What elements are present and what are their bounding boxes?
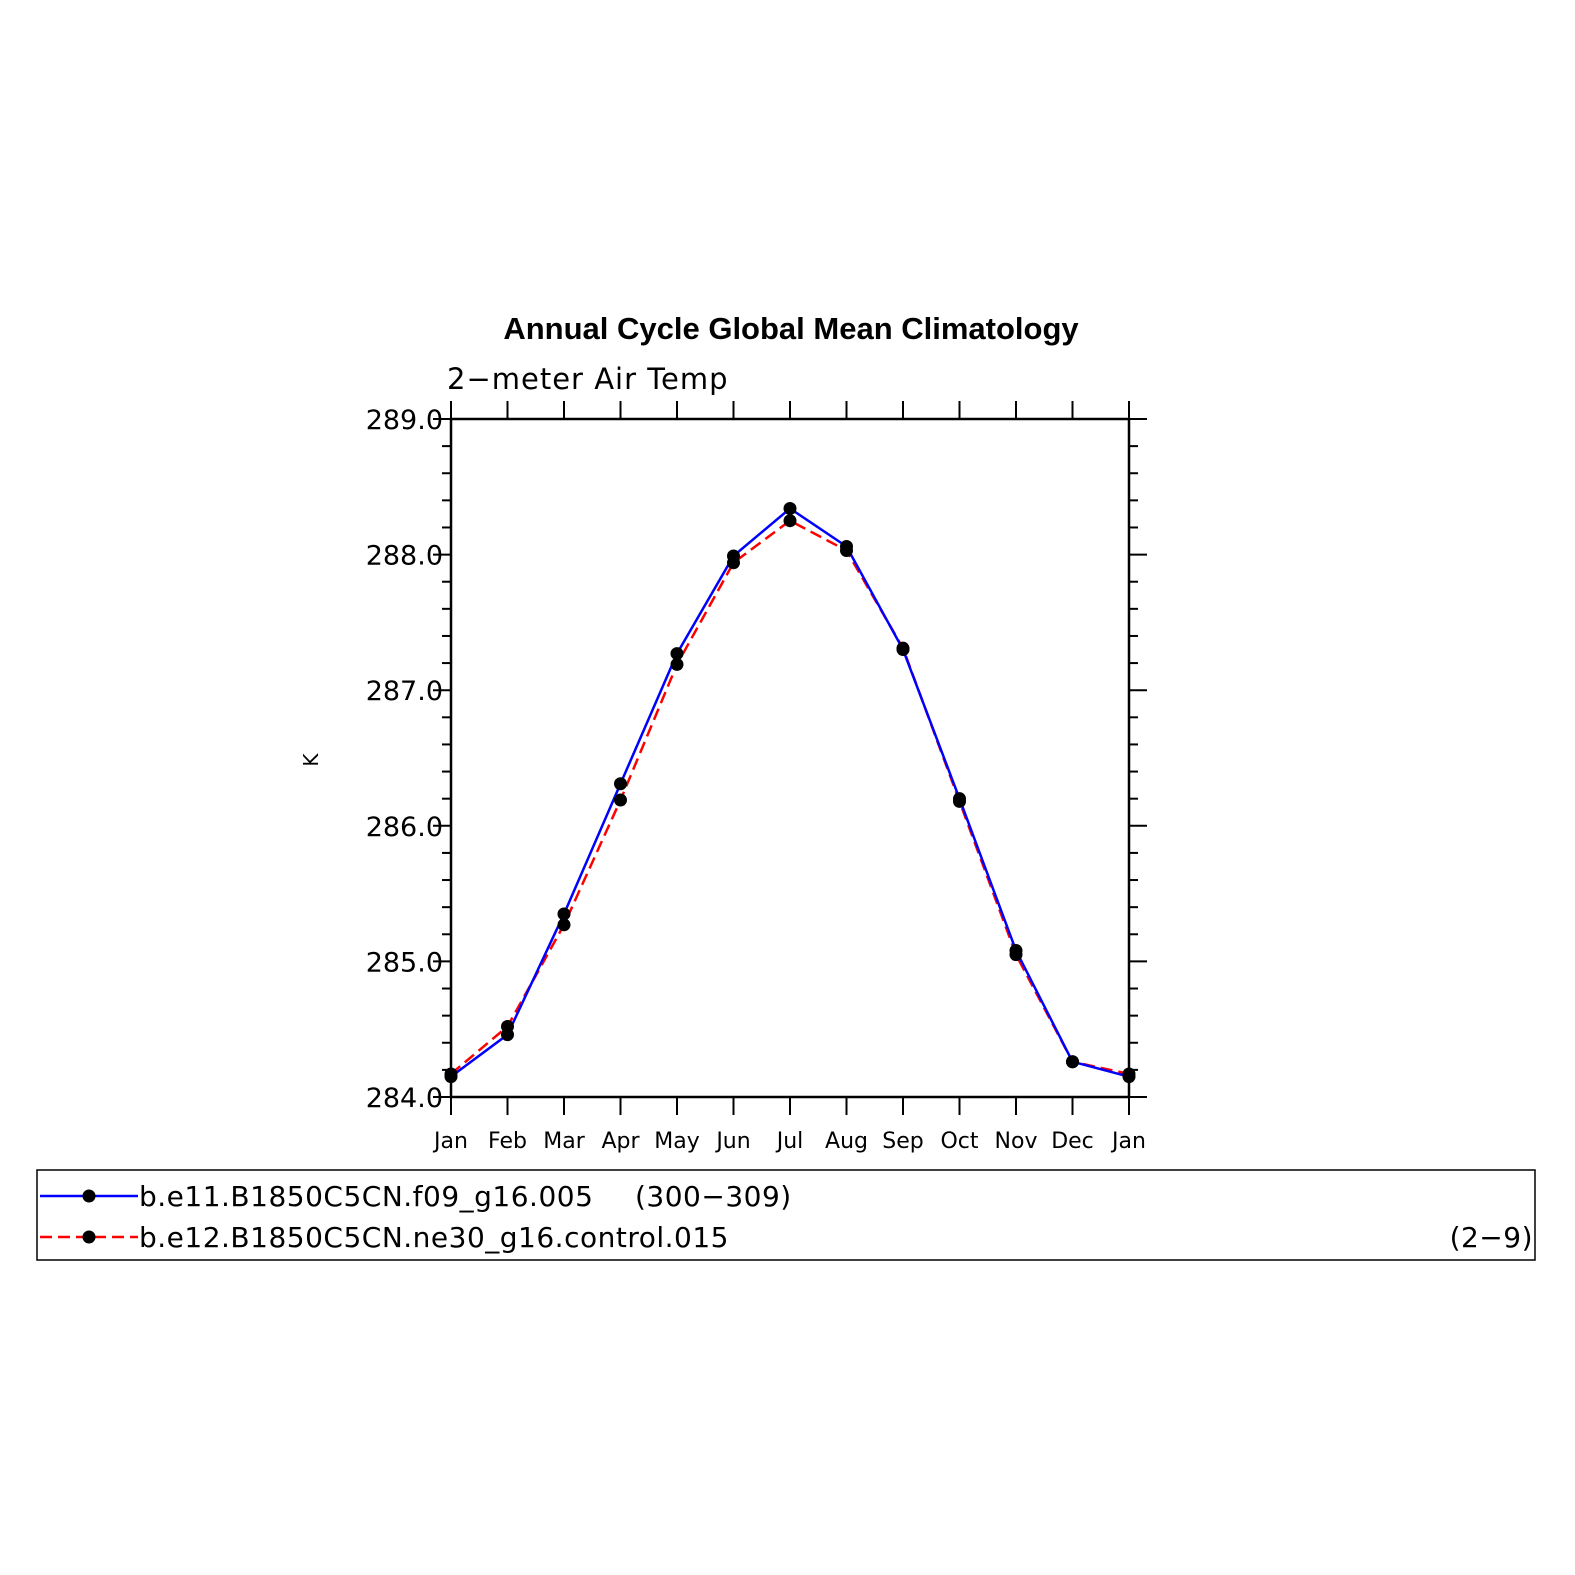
x-tick-label: Jun: [714, 1129, 750, 1154]
x-tick-label: Nov: [995, 1129, 1038, 1154]
legend-label-0: b.e11.B1850C5CN.f09_g16.005: [139, 1180, 593, 1213]
series-1-point: [670, 657, 684, 671]
series-0-point: [557, 907, 571, 921]
legend-box: [36, 1169, 1536, 1261]
chart-title: Annual Cycle Global Mean Climatology: [503, 311, 1079, 346]
series-layer: [444, 501, 1136, 1084]
y-tick-label: 285.0: [366, 947, 443, 978]
legend-label-1: b.e12.B1850C5CN.ne30_g16.control.015: [139, 1221, 729, 1254]
series-0-point: [1122, 1070, 1136, 1084]
series-0-point: [1009, 944, 1023, 958]
series-0-point: [727, 549, 740, 563]
series-line-0: [450, 506, 1130, 1078]
y-tick-label: 284.0: [366, 1083, 443, 1114]
series-0-point: [1066, 1055, 1079, 1069]
x-tick-label: Jan: [1110, 1129, 1146, 1154]
x-tick-label: Aug: [825, 1129, 868, 1154]
chart-subtitle: 2−meter Air Temp: [447, 362, 729, 396]
legend-years-1: (2−9): [1450, 1221, 1533, 1254]
y-tick-label: 286.0: [366, 812, 443, 843]
x-tick-label: Apr: [601, 1129, 640, 1154]
series-1-point: [783, 514, 797, 528]
series-line-1: [450, 519, 1130, 1076]
x-tick-label: Dec: [1051, 1129, 1094, 1154]
x-tick-label: Feb: [488, 1129, 527, 1154]
x-tick-label: Sep: [882, 1129, 923, 1154]
series-0-point: [896, 643, 910, 657]
y-tick-label: 287.0: [366, 676, 443, 707]
x-tick-label: Jul: [775, 1129, 804, 1154]
legend-marker-0: [82, 1189, 96, 1203]
series-0-point: [783, 501, 797, 515]
series-0-point: [444, 1070, 458, 1084]
legend-marker-1: [82, 1230, 96, 1244]
x-tick-label: Mar: [543, 1129, 585, 1154]
y-tick-label: 288.0: [366, 541, 443, 572]
series-0-point: [501, 1028, 514, 1042]
legend-years-0: (300−309): [635, 1180, 792, 1213]
series-0-point: [614, 777, 627, 791]
legend: b.e11.B1850C5CN.f09_g16.005 b.e12.B1850C5…: [40, 1180, 1533, 1254]
x-tick-label: Jan: [432, 1129, 468, 1154]
series-0-point: [840, 539, 853, 553]
axes: 284.0 285.0 286.0 287.0 288.0 289.0 Jan Feb Mar A…: [366, 401, 1147, 1154]
series-0-point: [670, 647, 684, 661]
x-tick-label: Oct: [940, 1129, 978, 1154]
y-axis-label: K: [299, 753, 323, 767]
series-1-point: [614, 793, 627, 807]
series-0-point: [953, 792, 966, 806]
series-1-point: [557, 918, 571, 932]
x-tick-label: May: [654, 1129, 699, 1154]
y-tick-label: 289.0: [366, 405, 443, 436]
